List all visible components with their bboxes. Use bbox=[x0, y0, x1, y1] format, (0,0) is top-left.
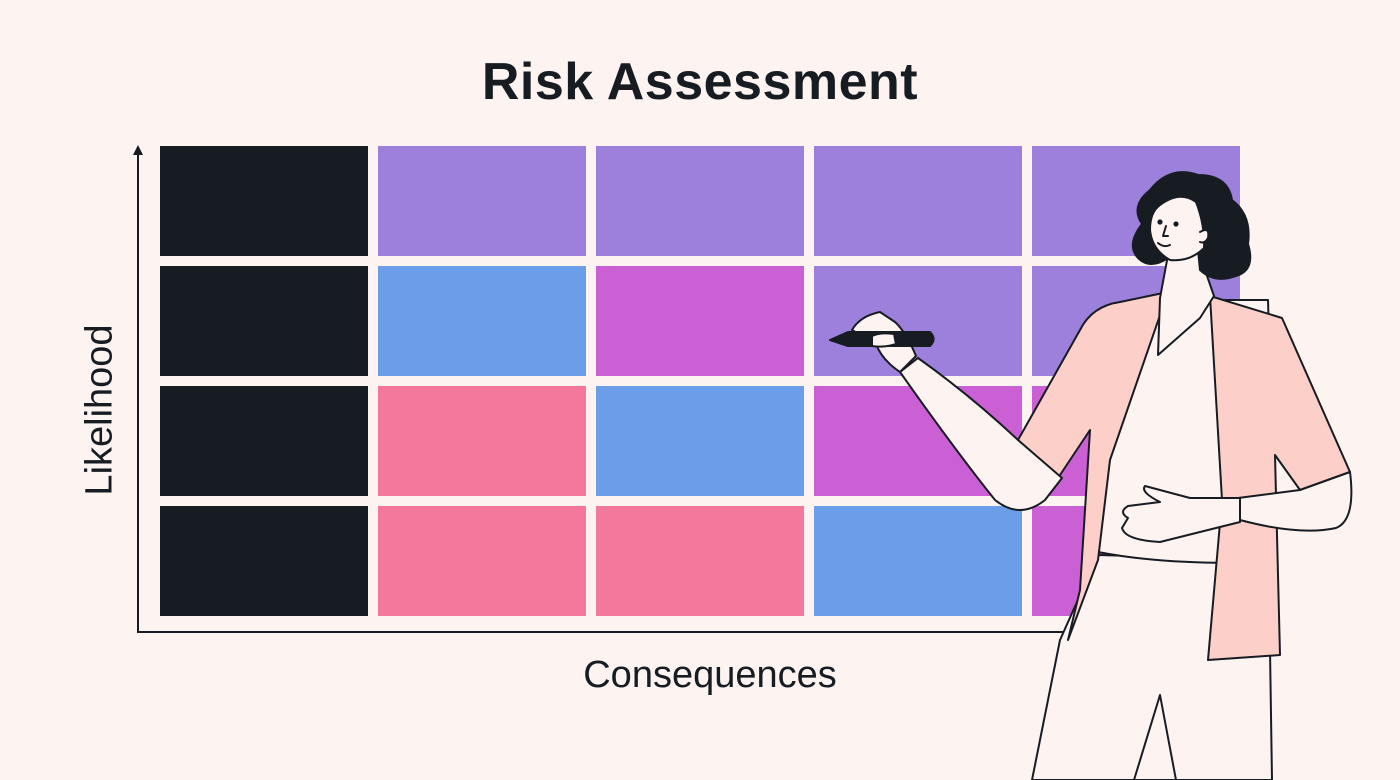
diagram-title: Risk Assessment bbox=[481, 53, 919, 111]
eye-left-icon bbox=[1157, 219, 1163, 225]
risk-cell-r3-c3 bbox=[596, 386, 804, 496]
smile bbox=[1157, 242, 1171, 248]
risk-cell-r1-c3 bbox=[596, 146, 804, 256]
risk-cell-r2-c1 bbox=[160, 266, 368, 376]
face bbox=[1149, 195, 1206, 262]
raised-arm bbox=[899, 357, 1063, 511]
risk-cell-r3-c2 bbox=[378, 386, 586, 496]
risk-cell-r4-c3 bbox=[596, 506, 804, 616]
risk-cell-r4-c2 bbox=[378, 506, 586, 616]
x-axis-line bbox=[137, 631, 1077, 633]
cardigan-left bbox=[1017, 291, 1169, 641]
risk-cell-r2-c3 bbox=[596, 266, 804, 376]
cardigan-right bbox=[1207, 295, 1351, 661]
x-axis-label: Consequences bbox=[583, 654, 837, 696]
waist-hand bbox=[1121, 485, 1241, 543]
fingers bbox=[871, 332, 897, 348]
risk-cell-r2-c2 bbox=[378, 266, 586, 376]
ear bbox=[1199, 229, 1210, 244]
risk-cell-r4-c1 bbox=[160, 506, 368, 616]
risk-cell-r1-c2 bbox=[378, 146, 586, 256]
trouser-split bbox=[1133, 694, 1177, 780]
risk-cell-r1-c1 bbox=[160, 146, 368, 256]
risk-cell-r3-c1 bbox=[160, 386, 368, 496]
y-axis-line bbox=[137, 152, 139, 633]
y-axis-arrow-icon bbox=[133, 145, 143, 155]
risk-cell-r4-c4 bbox=[814, 506, 1022, 616]
risk-cell-r1-c4 bbox=[814, 146, 1022, 256]
lower-arm bbox=[1237, 471, 1353, 532]
nose bbox=[1162, 225, 1169, 237]
eye-right-icon bbox=[1173, 221, 1179, 227]
